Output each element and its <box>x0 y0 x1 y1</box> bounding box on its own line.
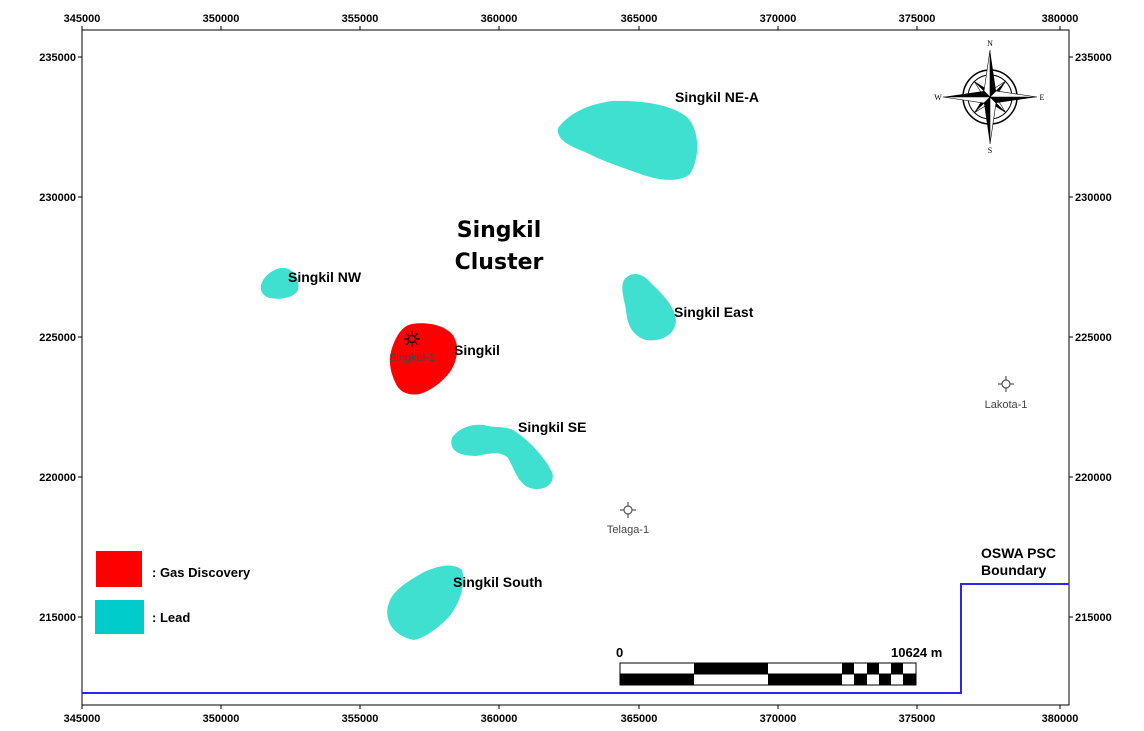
label-singkil: Singkil <box>454 342 500 358</box>
x-tick-label: 370000 <box>760 713 797 725</box>
y-tick-label: 225000 <box>39 332 76 344</box>
lead-singkil-ne-a <box>557 100 698 180</box>
lead-singkil-se <box>451 424 553 490</box>
boundary-label-line2: Boundary <box>981 562 1047 578</box>
x-tick-label: 375000 <box>899 713 936 725</box>
boundary-label-line1: OSWA PSC <box>981 545 1056 561</box>
cluster-title-line2: Cluster <box>455 250 544 275</box>
x-tick-label: 360000 <box>481 13 518 25</box>
oswa-psc-boundary-line <box>82 583 1069 694</box>
compass-s: S <box>988 146 992 155</box>
compass-rose-icon: N S E W <box>934 39 1044 155</box>
compass-e: E <box>1040 93 1045 102</box>
y-tick-label: 215000 <box>39 612 76 624</box>
telaga-1-well-icon <box>620 502 636 518</box>
x-tick-label: 360000 <box>481 713 518 725</box>
singkel-1-well-icon <box>404 331 420 347</box>
singkel-1-label: Singkel-1 <box>389 352 435 364</box>
y-tick-label: 220000 <box>1075 472 1112 484</box>
scale-end-label: 10624 m <box>891 645 942 660</box>
legend-gas-label: : Gas Discovery <box>152 565 251 580</box>
legend-lead-label: : Lead <box>152 610 190 625</box>
x-tick-label: 345000 <box>64 713 101 725</box>
legend: : Gas Discovery : Lead <box>95 551 251 634</box>
lakota-1-label: Lakota-1 <box>985 399 1028 411</box>
x-tick-label: 350000 <box>203 713 240 725</box>
lead-singkil-east <box>622 274 676 341</box>
y-tick-label: 235000 <box>39 52 76 64</box>
x-tick-label: 365000 <box>621 713 658 725</box>
x-ticks-top <box>81 26 1061 30</box>
y-tick-label: 215000 <box>1075 612 1112 624</box>
label-singkil-south: Singkil South <box>453 574 542 590</box>
x-tick-label: 380000 <box>1042 713 1079 725</box>
x-tick-label: 355000 <box>342 713 379 725</box>
gas-discovery-singkil <box>389 323 458 395</box>
compass-w: W <box>934 93 942 102</box>
y-tick-label: 230000 <box>39 192 76 204</box>
y-tick-label: 225000 <box>1075 332 1112 344</box>
label-singkil-ne-a: Singkil NE-A <box>675 89 759 105</box>
legend-gas-swatch <box>96 551 142 587</box>
scale-start-label: 0 <box>616 645 623 660</box>
y-tick-label: 220000 <box>39 472 76 484</box>
telaga-1-label: Telaga-1 <box>607 524 649 536</box>
label-singkil-east: Singkil East <box>674 304 754 320</box>
x-tick-label: 345000 <box>64 13 101 25</box>
x-tick-label: 375000 <box>899 13 936 25</box>
x-tick-label: 380000 <box>1042 13 1079 25</box>
cluster-title-line1: Singkil <box>457 218 542 243</box>
x-ticks-bottom <box>81 705 1061 709</box>
y-ticks <box>78 56 1073 618</box>
y-tick-label: 230000 <box>1075 192 1112 204</box>
x-tick-label: 355000 <box>342 13 379 25</box>
label-singkil-nw: Singkil NW <box>288 269 362 285</box>
x-tick-label: 370000 <box>760 13 797 25</box>
x-tick-label: 350000 <box>203 13 240 25</box>
lead-singkil-nw <box>260 267 299 299</box>
compass-n: N <box>987 39 993 48</box>
lead-singkil-south <box>387 565 464 640</box>
x-tick-label: 365000 <box>621 13 658 25</box>
label-singkil-se: Singkil SE <box>518 419 586 435</box>
y-tick-label: 235000 <box>1075 52 1112 64</box>
lakota-1-well-icon <box>998 376 1014 392</box>
legend-lead-swatch <box>95 600 144 634</box>
scale-bar: 0 10624 m <box>616 645 942 686</box>
